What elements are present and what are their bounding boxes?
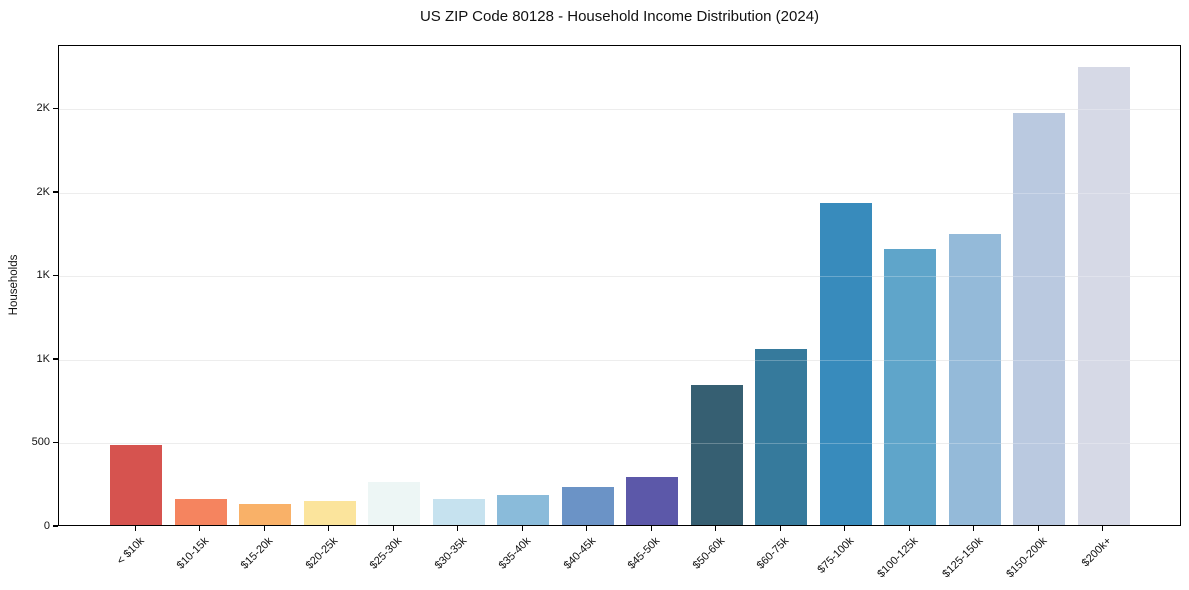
y-tick-mark: [53, 441, 58, 444]
x-tick-mark: [134, 526, 136, 531]
x-tick-label: $30-35k: [432, 535, 470, 572]
y-tick-label: 0: [43, 520, 50, 532]
x-tick-label: $200k+: [1080, 535, 1115, 570]
x-tick-label: $15-20k: [239, 535, 276, 572]
gridline: [59, 276, 1180, 278]
gridline: [59, 109, 1180, 111]
y-tick-mark: [53, 191, 58, 193]
bars-layer: [59, 46, 1180, 525]
y-tick-label: 500: [31, 436, 50, 449]
y-tick-mark: [53, 358, 58, 360]
y-tick-label: 2K: [36, 185, 50, 198]
x-tick-label: $45-50k: [626, 535, 663, 572]
y-tick-label: 1K: [36, 352, 50, 365]
x-tick-mark: [457, 526, 459, 531]
plot-area: [58, 45, 1181, 526]
gridlines-overlay: [59, 46, 1180, 525]
x-tick-label: $125-150k: [939, 535, 986, 581]
x-tick-mark: [650, 526, 652, 531]
bar-150-200k: [1013, 113, 1066, 525]
bar-60-75k: [755, 348, 808, 525]
x-tick-mark: [973, 526, 975, 531]
y-tick-mark: [53, 107, 58, 110]
bar-35-40k: [497, 494, 550, 525]
gridline-overlay: [59, 109, 1180, 111]
x-tick-label: $50-60k: [690, 535, 728, 572]
x-tick-mark: [328, 526, 330, 531]
x-tick-label: $60-75k: [755, 535, 792, 572]
x-tick-mark: [844, 526, 846, 531]
x-tick-label: $100-125k: [875, 535, 921, 581]
gridline-overlay: [59, 192, 1180, 194]
bar-30-35k: [432, 499, 485, 525]
gridline: [59, 359, 1180, 361]
x-tick-label: $40-45k: [561, 535, 599, 572]
y-tick-label: 2K: [36, 102, 50, 115]
bar-200k: [1077, 67, 1130, 525]
x-tick-label: $10-15k: [174, 535, 212, 572]
x-tick-label: $20-25k: [303, 535, 341, 572]
x-tick-mark: [908, 526, 910, 531]
bar-75-100k: [819, 202, 872, 525]
y-tick-label: 1K: [36, 269, 50, 282]
x-tick-mark: [586, 526, 588, 531]
bar-100-125k: [884, 249, 937, 525]
chart-title: US ZIP Code 80128 - Household Income Dis…: [419, 8, 820, 25]
bar-15-20k: [239, 504, 292, 525]
y-tick-mark: [53, 525, 58, 527]
y-axis-label: Households: [8, 254, 20, 316]
gridline-overlay: [59, 359, 1180, 361]
x-tick-label: < $10k: [114, 535, 147, 568]
x-tick-label: $75-100k: [815, 535, 857, 576]
x-tick-mark: [779, 526, 781, 531]
gridline: [59, 443, 1180, 445]
x-tick-mark: [521, 526, 523, 531]
bar-50-60k: [690, 384, 743, 525]
gridline: [59, 192, 1180, 194]
bar-10-15k: [174, 498, 227, 525]
bar-125-150k: [948, 233, 1001, 525]
bar-25-30k: [368, 482, 421, 525]
bar-40-45k: [561, 487, 614, 525]
x-tick-mark: [263, 526, 265, 531]
x-tick-label: $25-30k: [368, 535, 405, 572]
y-tick-mark: [53, 274, 58, 277]
gridline-overlay: [59, 443, 1180, 445]
x-tick-mark: [199, 526, 201, 531]
bar-45-50k: [626, 476, 679, 525]
x-tick-mark: [715, 526, 717, 531]
x-tick-label: $150-200k: [1004, 535, 1050, 581]
x-tick-mark: [392, 526, 394, 531]
x-tick-mark: [1037, 526, 1039, 531]
gridline-overlay: [59, 276, 1180, 278]
x-tick-label: $35-40k: [497, 535, 534, 572]
bar-10k: [110, 444, 163, 525]
gridlines-under: [59, 46, 1180, 525]
x-tick-mark: [1102, 526, 1104, 531]
bar-20-25k: [303, 501, 356, 525]
